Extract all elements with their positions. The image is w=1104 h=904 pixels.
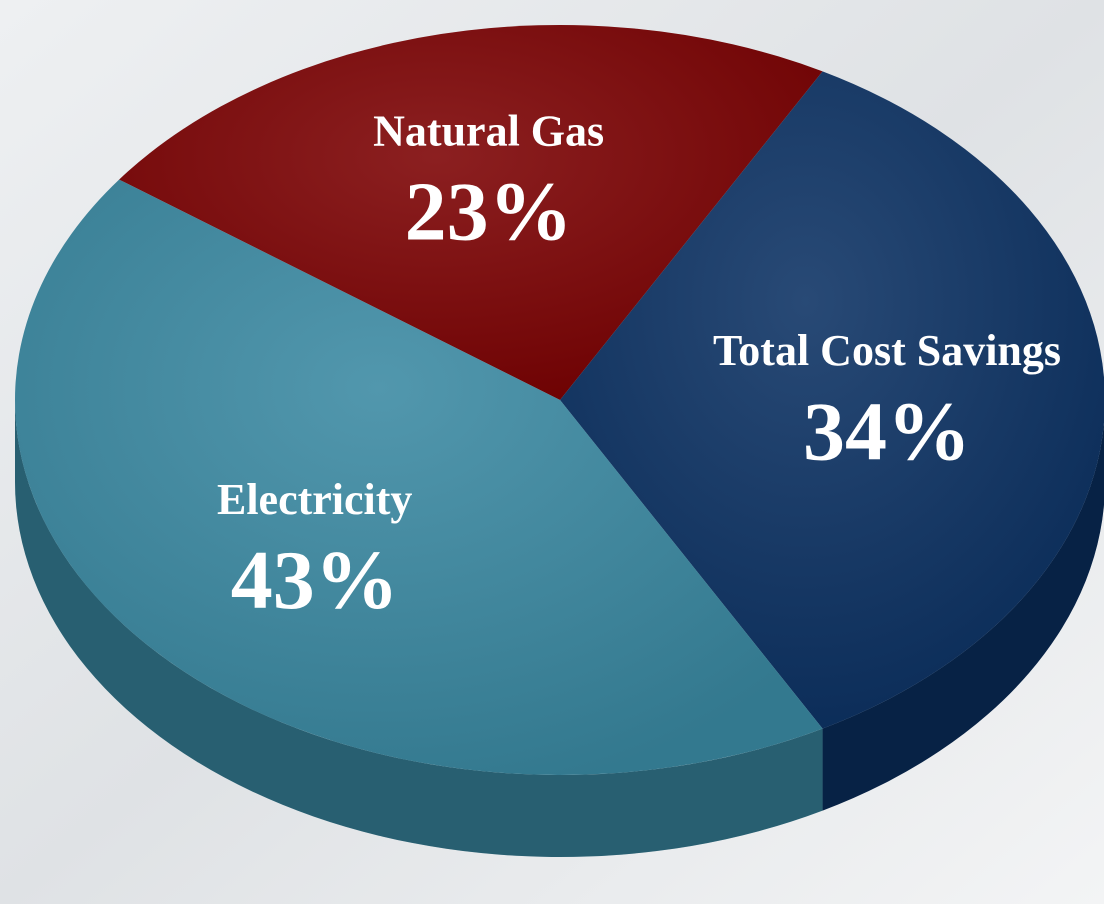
slice-value-label: 23%	[405, 166, 573, 259]
slice-shine	[560, 71, 1104, 729]
slice-shine	[15, 179, 823, 775]
slice-side-shade	[822, 421, 1104, 811]
slice-value-label: 34%	[803, 385, 971, 478]
slice-category-label: Natural Gas	[373, 107, 604, 156]
slice-shine	[119, 25, 823, 401]
slice-category-label: Electricity	[217, 475, 412, 524]
slice-value-label: 43%	[231, 534, 399, 627]
pie-top	[15, 25, 1104, 775]
slice-side	[15, 400, 823, 858]
pie-labels: Natural Gas 23% Total Cost Savings 34% Elect…	[217, 107, 1061, 628]
slice-side	[822, 421, 1104, 811]
slice-side-shade	[15, 400, 823, 858]
pie-sides	[15, 400, 1104, 858]
slice-category-label: Total Cost Savings	[713, 326, 1061, 375]
